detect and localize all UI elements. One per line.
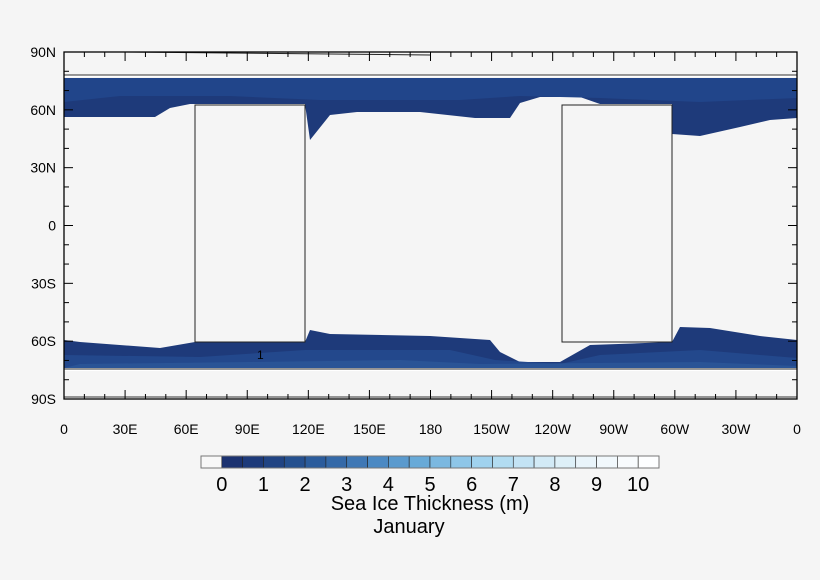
colorbar-swatch <box>492 455 514 469</box>
colorbar-swatch <box>637 455 660 469</box>
antarctic-ice-edge <box>64 360 797 368</box>
x-tick-label: 0 <box>60 421 68 437</box>
x-tick-label: 120E <box>292 421 325 437</box>
colorbar-swatch <box>283 455 306 469</box>
colorbar-swatch <box>450 455 472 469</box>
colorbar-swatch <box>388 455 410 469</box>
colorbar-swatch <box>429 455 452 469</box>
y-tick-label: 60N <box>30 102 56 118</box>
colorbar-swatch <box>221 455 243 469</box>
colorbar-swatch <box>596 455 618 469</box>
x-tick-label: 180 <box>419 421 443 437</box>
colorbar-tick-label: 8 <box>549 474 560 496</box>
colorbar-swatch <box>263 455 285 469</box>
x-tick-label: 150E <box>353 421 386 437</box>
colorbar-tick-label: 4 <box>383 474 394 496</box>
x-tick-label: 30E <box>113 421 138 437</box>
colorbar-swatch <box>200 455 223 469</box>
x-tick-label: 60W <box>660 421 690 437</box>
x-tick-label: 30W <box>722 421 752 437</box>
colorbar-tick-label: 5 <box>424 474 435 496</box>
x-tick-label: 90E <box>235 421 260 437</box>
arctic-ice-inner <box>64 78 797 102</box>
x-tick-label: 60E <box>174 421 199 437</box>
colorbar-swatch <box>304 455 327 469</box>
x-tick-label: 90W <box>599 421 629 437</box>
colorbar-swatch <box>617 455 639 469</box>
continent-box-2 <box>561 104 673 343</box>
colorbar-swatch <box>367 455 389 469</box>
colorbar-swatch <box>533 455 556 469</box>
chart-title: January <box>373 516 444 538</box>
colorbar-swatch <box>554 455 577 469</box>
colorbar-frame <box>200 455 660 469</box>
y-tick-label: 60S <box>31 333 56 349</box>
colorbar-tick-label: 3 <box>341 474 352 496</box>
x-tick-label: 120W <box>534 421 571 437</box>
colorbar-swatch <box>575 455 597 469</box>
y-tick-label: 30N <box>30 160 56 176</box>
colorbar-tick-label: 9 <box>591 474 602 496</box>
colorbar-swatch <box>242 455 264 469</box>
colorbar-tick-label: 6 <box>466 474 477 496</box>
colorbar-tick-label: 1 <box>258 474 269 496</box>
colorbar-swatch <box>512 455 535 469</box>
colorbar-tick-label: 7 <box>508 474 519 496</box>
x-tick-label: 150W <box>473 421 510 437</box>
contour-label: 1 <box>257 348 264 362</box>
colorbar-swatch <box>346 455 368 469</box>
colorbar-tick-label: 10 <box>627 474 649 496</box>
continent-box-1 <box>194 104 306 343</box>
colorbar-tick-label: 0 <box>216 474 227 496</box>
y-tick-label: 30S <box>31 275 56 291</box>
colorbar-swatch <box>325 455 348 469</box>
colorbar-swatch <box>408 455 431 469</box>
y-tick-label: 0 <box>48 218 56 234</box>
colorbar-label: Sea Ice Thickness (m) <box>331 493 530 515</box>
y-tick-label: 90N <box>30 44 56 60</box>
colorbar-tick-label: 2 <box>300 474 311 496</box>
colorbar-swatch <box>471 455 493 469</box>
y-tick-label: 90S <box>31 391 56 407</box>
x-tick-label: 0 <box>793 421 801 437</box>
